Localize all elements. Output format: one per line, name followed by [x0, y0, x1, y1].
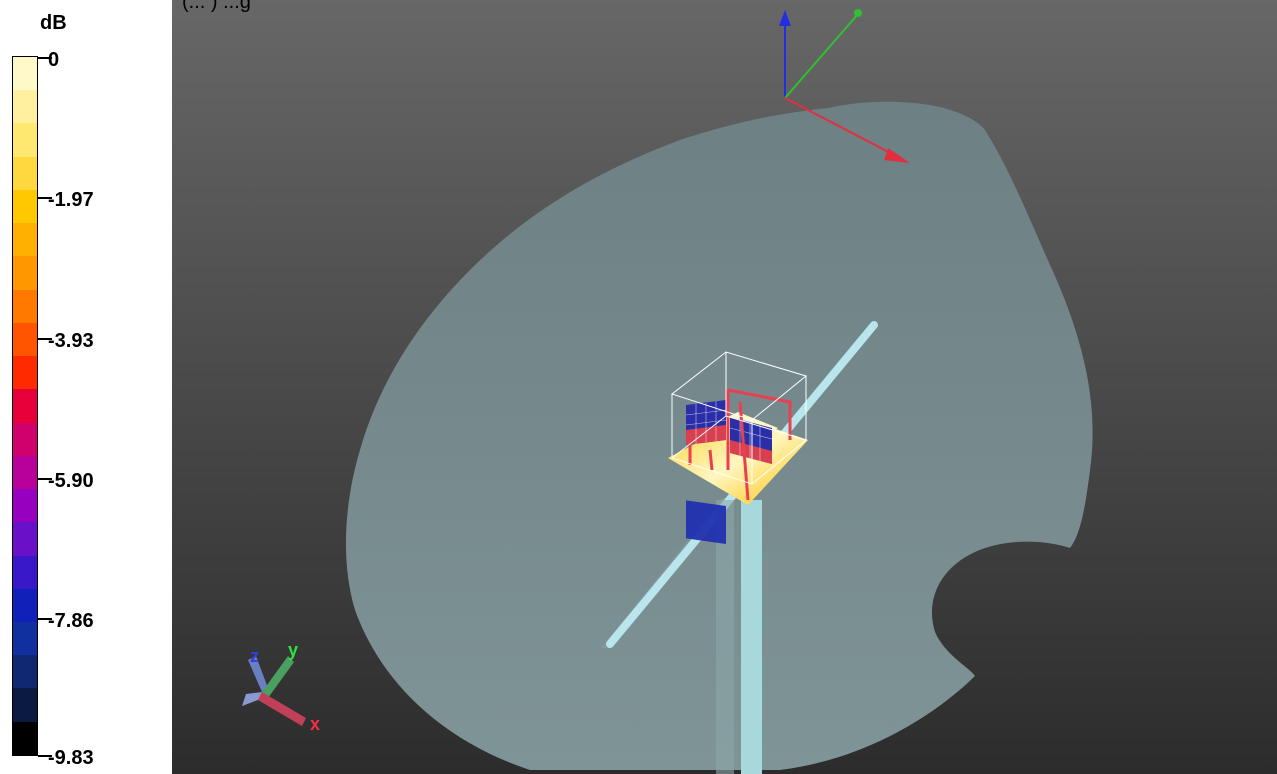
legend-label-3: -5.90 — [48, 470, 94, 492]
colorbar-legend: dB 0 -1.97 -3.93 -5.90 -7.86 -9.83 — [0, 0, 172, 774]
legend-swatch — [13, 289, 37, 323]
legend-swatch — [13, 256, 37, 290]
legend-label-5: -9.83 — [48, 747, 94, 769]
legend-swatch — [13, 189, 37, 224]
legend-swatch — [13, 322, 37, 357]
orientation-triad: z y x — [242, 640, 320, 734]
legend-swatch — [13, 422, 37, 456]
legend-swatch — [13, 588, 37, 622]
legend-swatch — [13, 57, 37, 91]
legend-tick — [38, 197, 52, 199]
legend-swatch — [13, 223, 37, 257]
legend-swatch — [13, 688, 37, 722]
legend-unit-label: dB — [40, 12, 67, 34]
mast — [741, 500, 762, 774]
axis-label-z: z — [250, 646, 259, 666]
legend-swatch — [13, 522, 37, 556]
legend-tick — [38, 478, 52, 480]
legend-swatch — [13, 455, 37, 490]
global-axes-triad — [779, 9, 910, 163]
legend-label-0: 0 — [48, 49, 60, 71]
scene-canvas[interactable]: z y x — [172, 0, 1277, 774]
legend-swatch — [13, 156, 37, 190]
legend-swatch — [13, 389, 37, 423]
legend-label-1: -1.97 — [48, 189, 94, 211]
legend-swatch — [13, 621, 37, 656]
legend-swatch — [13, 356, 37, 390]
legend-label-4: -7.86 — [48, 610, 94, 632]
legend-tick — [38, 618, 52, 620]
legend-tick — [38, 57, 52, 59]
satellite-model — [668, 351, 808, 545]
3d-viewport[interactable]: z y x — [172, 0, 1277, 774]
legend-tick — [38, 338, 52, 340]
legend-color-bar — [12, 56, 38, 756]
legend-swatch — [13, 90, 37, 124]
legend-swatch — [13, 721, 37, 755]
legend-label-2: -3.93 — [48, 330, 94, 352]
axis-label-x: x — [310, 714, 320, 734]
legend-swatch — [13, 655, 37, 689]
legend-tick — [38, 755, 52, 757]
mast-shadow — [716, 500, 734, 774]
legend-swatch — [13, 555, 37, 589]
viewport-header-text: (... ) ...g — [182, 0, 251, 13]
legend-swatch — [13, 123, 37, 157]
legend-swatch — [13, 489, 37, 523]
axis-label-y: y — [288, 640, 298, 660]
